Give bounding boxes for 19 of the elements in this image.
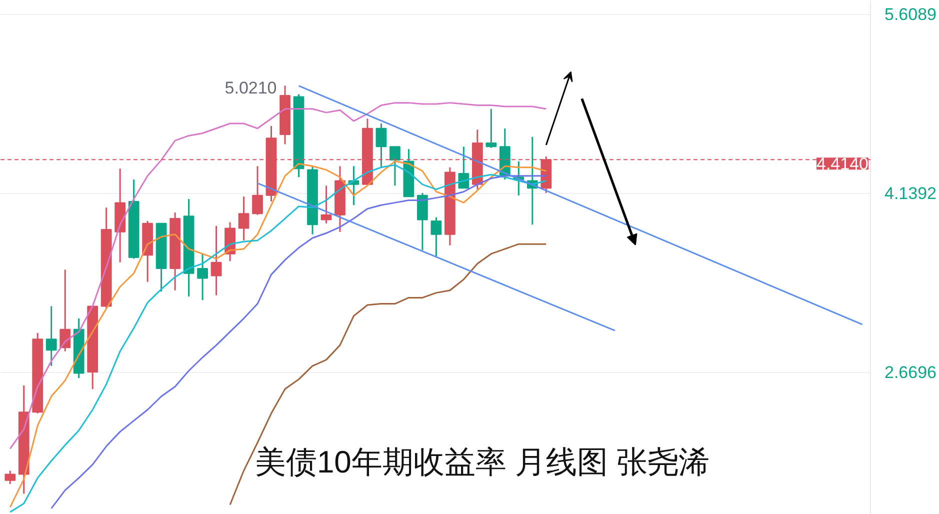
- annotation: 5.0210: [224, 78, 277, 98]
- candlestick: [252, 165, 263, 216]
- candlestick: [4, 470, 16, 485]
- y-tick-label: 5.6089: [884, 5, 936, 24]
- candlestick: [376, 122, 387, 168]
- line-series: [229, 243, 547, 506]
- candlestick: [458, 146, 470, 189]
- candlestick: [46, 305, 57, 367]
- candlestick: [430, 216, 442, 258]
- annotation: 美债10年期收益率 月线图 张尧浠: [254, 444, 710, 480]
- y-tick-label: 2.6696: [884, 363, 936, 382]
- candlestick: [238, 196, 250, 242]
- y-tick-label: 4.1392: [884, 184, 936, 204]
- candlestick: [210, 225, 222, 296]
- candlestick: [486, 108, 497, 149]
- candlestick: [320, 184, 332, 224]
- candlestick: [197, 253, 208, 301]
- ref-line-label: 4.4140: [816, 154, 869, 174]
- candlestick: [390, 146, 400, 186]
